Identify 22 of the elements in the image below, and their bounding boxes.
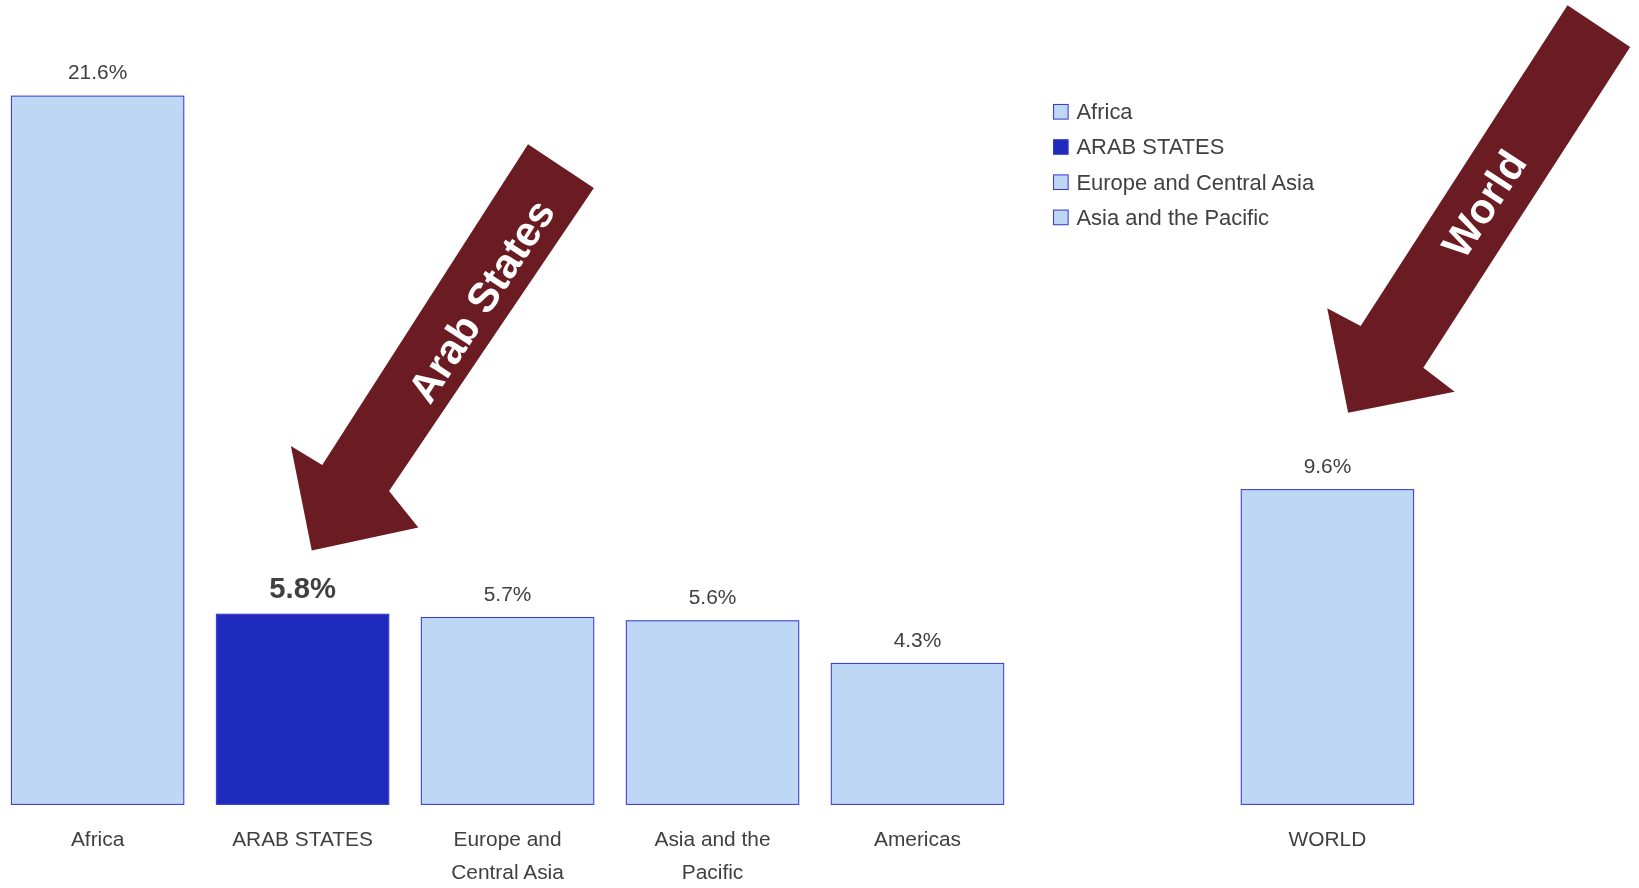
legend-label: Africa [1076,99,1134,125]
bar [830,662,1005,805]
x-tick-label: Europe and Central Asia [451,827,565,883]
x-tick-label: Asia and the Pacific [654,827,771,883]
bar [625,620,800,805]
data-label: 5.6% [688,585,737,609]
x-tick-label: Americas [873,827,961,851]
data-label: 4.3% [893,627,942,651]
bar [1240,489,1415,805]
x-tick-label: ARAB STATES [232,827,373,851]
data-label: 5.7% [483,581,532,605]
bar [10,95,185,805]
x-tick-label: Africa [70,827,125,851]
legend-label: Europe and Central Asia [1076,169,1315,195]
x-tick-label: WORLD [1288,827,1367,851]
bar [215,613,390,805]
data-label: 9.6% [1303,453,1352,477]
data-label: 5.8% [269,571,336,604]
legend-label: Asia and the Pacific [1076,204,1270,230]
legend-label: ARAB STATES [1076,134,1225,160]
data-label: 21.6% [68,60,128,84]
bar [420,616,595,805]
